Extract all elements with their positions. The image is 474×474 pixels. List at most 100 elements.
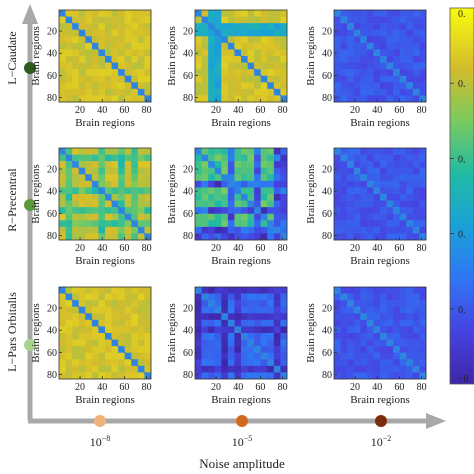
heatmap-cell bbox=[208, 339, 216, 347]
heatmap-cell bbox=[334, 326, 341, 334]
heatmap-cell bbox=[366, 167, 374, 175]
heatmap-cell bbox=[105, 319, 112, 327]
row-label-caudate: L−Caudate bbox=[5, 31, 19, 84]
heatmap-cell bbox=[373, 148, 381, 155]
heatmap-cell bbox=[386, 313, 394, 321]
heatmap-cell bbox=[267, 10, 275, 17]
heatmap-cell bbox=[241, 23, 248, 31]
heatmap-cell bbox=[393, 287, 401, 294]
heatmap-cell bbox=[111, 154, 119, 162]
heatmap-cell bbox=[98, 29, 106, 37]
heatmap-cell bbox=[247, 213, 255, 221]
heatmap-cell bbox=[65, 365, 73, 373]
heatmap-cell bbox=[85, 359, 93, 367]
heatmap-cell bbox=[399, 16, 407, 24]
heatmap-cell bbox=[260, 42, 268, 50]
heatmap-cell bbox=[399, 10, 407, 17]
heatmap-cell bbox=[406, 174, 414, 182]
heatmap-cell bbox=[380, 62, 387, 70]
heatmap-cell bbox=[234, 82, 242, 90]
heatmap-cell bbox=[111, 213, 119, 221]
column-markers: 10−8 10−5 10−2 Noise amplitude bbox=[90, 415, 391, 471]
heatmap-cell bbox=[91, 306, 99, 314]
heatmap-cell bbox=[280, 62, 288, 70]
heatmap-cell bbox=[105, 346, 112, 354]
heatmap-cell bbox=[419, 49, 427, 57]
heatmap-cell bbox=[208, 352, 216, 360]
heatmap-cell bbox=[118, 75, 126, 83]
heatmap-cell bbox=[273, 300, 281, 308]
heatmap-cell bbox=[137, 233, 145, 241]
heatmap-cell bbox=[221, 352, 229, 360]
heatmap-cell bbox=[78, 42, 86, 50]
heatmap-cell bbox=[247, 226, 255, 234]
heatmap-cell bbox=[234, 207, 242, 215]
heatmap-cell bbox=[59, 359, 66, 367]
heatmap-cell bbox=[260, 226, 268, 234]
heatmap-cell bbox=[254, 82, 262, 90]
heatmap-cell bbox=[260, 174, 268, 182]
heatmap-cell bbox=[195, 154, 202, 162]
heatmap-cell bbox=[227, 29, 235, 37]
heatmap-cell bbox=[201, 180, 209, 188]
heatmap-cell bbox=[267, 200, 275, 208]
heatmap-cell bbox=[393, 293, 401, 301]
heatmap-cell bbox=[380, 88, 387, 96]
heatmap-cell bbox=[386, 29, 394, 37]
heatmap-cell bbox=[353, 293, 361, 301]
heatmap-cell bbox=[353, 339, 361, 347]
x-tick-label: 60 bbox=[394, 243, 404, 254]
heatmap-cell bbox=[340, 36, 348, 44]
heatmap-cell bbox=[406, 333, 414, 340]
heatmap-cell bbox=[380, 148, 387, 155]
heatmap-cell bbox=[280, 161, 288, 169]
heatmap-cell bbox=[340, 180, 348, 188]
heatmap-cell bbox=[386, 359, 394, 367]
heatmap-cell bbox=[78, 287, 86, 294]
y-tick-label: 20 bbox=[47, 27, 57, 38]
heatmap-cell bbox=[144, 36, 152, 44]
heatmap-cell bbox=[195, 36, 202, 44]
heatmap-cell bbox=[386, 154, 394, 162]
heatmap-cell bbox=[118, 333, 126, 340]
heatmap-cell bbox=[214, 62, 222, 70]
heatmap-cell bbox=[280, 300, 288, 308]
heatmap-cell bbox=[273, 154, 281, 162]
heatmap-cell bbox=[131, 226, 139, 234]
heatmap-cell bbox=[373, 233, 381, 241]
heatmap-cell bbox=[65, 23, 73, 31]
heatmap-cell bbox=[227, 293, 235, 301]
heatmap-cell bbox=[85, 306, 93, 314]
heatmap-cell bbox=[144, 300, 152, 308]
heatmap-cell bbox=[85, 200, 93, 208]
heatmap-cell bbox=[72, 352, 80, 360]
heatmap-cell bbox=[386, 300, 394, 308]
heatmap-cell bbox=[65, 194, 73, 201]
heatmap-cell bbox=[419, 352, 427, 360]
heatmap-cell bbox=[201, 194, 209, 201]
heatmap-cell bbox=[347, 154, 355, 162]
heatmap-cell bbox=[393, 352, 401, 360]
y-tick-label: 80 bbox=[47, 231, 57, 242]
x-tick-label: 60 bbox=[119, 105, 129, 116]
heatmap-cell bbox=[406, 233, 414, 241]
heatmap-cell bbox=[85, 82, 93, 90]
heatmap-cell bbox=[144, 187, 152, 195]
heatmap-cell bbox=[208, 82, 216, 90]
heatmap-cell bbox=[353, 194, 361, 201]
heatmap-cell bbox=[393, 233, 401, 241]
heatmap-cell bbox=[412, 16, 420, 24]
heatmap-cell bbox=[201, 174, 209, 182]
heatmap-cell bbox=[267, 365, 275, 373]
heatmap-cell bbox=[137, 167, 145, 175]
panel-x-label: Brain regions bbox=[211, 117, 271, 129]
heatmap-cell bbox=[131, 333, 139, 340]
heatmap-cell bbox=[347, 29, 355, 37]
heatmap-cell bbox=[65, 95, 73, 103]
heatmap-cell bbox=[267, 174, 275, 182]
heatmap-cell bbox=[124, 82, 132, 90]
heatmap-cell bbox=[399, 42, 407, 50]
heatmap-cell bbox=[118, 319, 126, 327]
heatmap-cell bbox=[347, 220, 355, 228]
